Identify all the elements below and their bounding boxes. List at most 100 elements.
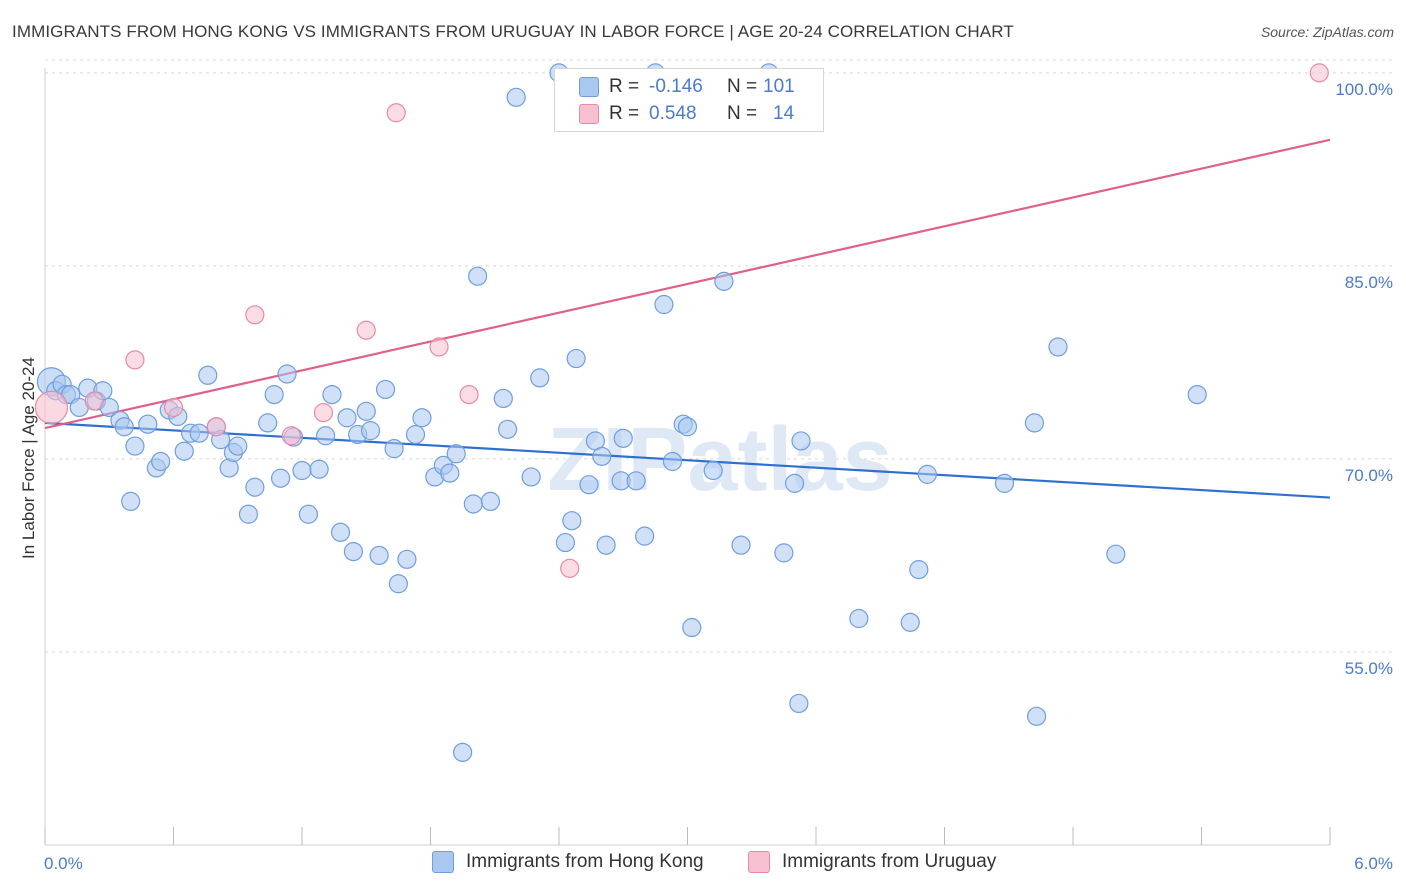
uruguay-point <box>356 320 376 340</box>
hongkong-point <box>446 444 466 464</box>
hongkong-point <box>174 441 194 461</box>
hongkong-point <box>337 408 357 428</box>
uruguay-swatch <box>748 851 770 873</box>
source-label: Source: ZipAtlas.com <box>1260 24 1394 40</box>
uruguay-point <box>206 417 226 437</box>
hongkong-point <box>635 526 655 546</box>
hongkong-point <box>468 266 488 286</box>
grid-lines <box>45 59 1395 653</box>
uruguay-point <box>313 403 334 423</box>
data-points <box>34 63 1329 762</box>
hongkong-point <box>917 464 937 484</box>
legend-item-hongkong[interactable]: Immigrants from Hong Kong <box>432 851 704 873</box>
hongkong-point <box>1187 384 1207 405</box>
legend-item-uruguay[interactable]: Immigrants from Uruguay <box>748 851 996 873</box>
hongkong-trend-line <box>44 421 1331 499</box>
hongkong-point <box>138 414 158 434</box>
hongkong-point <box>662 451 683 472</box>
hongkong-point <box>1024 413 1045 433</box>
hongkong-point <box>343 541 363 562</box>
hongkong-point <box>189 423 209 443</box>
y-tick-label: 100.0% <box>1335 80 1393 99</box>
hongkong-point <box>784 473 805 493</box>
hongkong-point <box>682 617 702 638</box>
n-value: 14 <box>773 103 795 124</box>
y-tick-label: 70.0% <box>1345 466 1393 485</box>
hongkong-point <box>151 451 171 472</box>
hongkong-swatch <box>432 851 454 873</box>
hongkong-point <box>228 436 248 456</box>
hongkong-point <box>405 424 426 445</box>
hongkong-point <box>530 368 550 388</box>
hongkong-point <box>356 401 376 421</box>
hongkong-point <box>238 504 259 524</box>
r-value: -0.146 <box>649 76 703 97</box>
hongkong-point <box>714 271 734 291</box>
r-label: R = <box>609 76 640 97</box>
hongkong-point <box>412 408 432 428</box>
hongkong-point <box>703 460 723 481</box>
hongkong-point <box>994 473 1015 493</box>
hongkong-point <box>791 431 811 451</box>
hongkong-point <box>579 475 599 495</box>
hongkong-point <box>498 419 518 439</box>
uruguay-point <box>429 337 449 357</box>
legend-row-hongkong: R = -0.146 N = 101 <box>579 74 795 100</box>
hongkong-point <box>375 379 396 400</box>
hongkong-point <box>566 348 586 369</box>
hongkong-point <box>369 545 389 566</box>
uruguay-point <box>386 103 406 123</box>
hongkong-point <box>264 384 284 405</box>
y-tick-label: 85.0% <box>1345 273 1393 292</box>
hongkong-point <box>480 491 501 512</box>
uruguay-point <box>163 397 184 418</box>
hongkong-point <box>114 417 134 437</box>
hongkong-point <box>463 494 483 514</box>
hongkong-point <box>298 504 319 524</box>
uruguay-point <box>459 384 479 405</box>
hongkong-point <box>245 477 265 497</box>
hongkong-point <box>596 535 616 555</box>
r-label: R = <box>609 103 640 124</box>
axis-labels: 55.0% 70.0% 85.0% 100.0% 0.0% 6.0% In Labor Fo… <box>19 80 1393 873</box>
y-tick-label: 55.0% <box>1345 659 1393 678</box>
hongkong-point <box>384 439 404 459</box>
legend-stats: R = -0.146 N = 101 R = 0.548 N = 14 <box>554 68 824 132</box>
hongkong-point <box>562 511 582 531</box>
trend-lines <box>44 138 1331 499</box>
hongkong-point <box>270 468 291 488</box>
n-label: N = <box>727 76 758 97</box>
hongkong-point <box>1048 337 1068 357</box>
hongkong-point <box>397 549 417 569</box>
hongkong-point <box>453 742 473 762</box>
n-value: 101 <box>763 76 795 97</box>
hongkong-point <box>774 543 794 563</box>
hongkong-point <box>440 463 460 483</box>
hongkong-point <box>198 365 218 385</box>
hongkong-point <box>613 428 633 448</box>
hongkong-point <box>1106 544 1126 564</box>
hongkong-point <box>626 471 646 491</box>
uruguay-point <box>34 390 69 425</box>
hongkong-point <box>789 693 809 714</box>
y-axis-label: In Labor Force | Age 20-24 <box>19 357 38 559</box>
uruguay-swatch <box>579 104 599 124</box>
hongkong-swatch <box>579 77 599 97</box>
hongkong-point <box>731 535 751 555</box>
uruguay-point <box>245 305 265 325</box>
hongkong-point <box>849 608 869 629</box>
uruguay-trend-line <box>44 138 1331 430</box>
hongkong-point <box>555 532 576 553</box>
uruguay-point <box>281 426 301 446</box>
legend-row-uruguay: R = 0.548 N = 14 <box>579 101 794 127</box>
hongkong-point <box>654 294 674 315</box>
uruguay-point <box>125 350 145 370</box>
hongkong-point <box>309 459 329 479</box>
hongkong-point <box>125 436 145 456</box>
r-value: 0.548 <box>649 103 697 124</box>
hongkong-point <box>315 426 336 446</box>
n-label: N = <box>727 103 758 124</box>
hongkong-point <box>322 384 342 405</box>
hongkong-point <box>1026 706 1047 726</box>
